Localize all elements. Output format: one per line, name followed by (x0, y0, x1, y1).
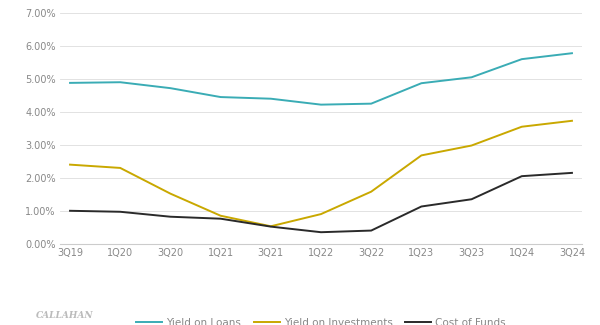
Text: CALLAHAN: CALLAHAN (36, 311, 94, 320)
Legend: Yield on Loans, Yield on Investments, Cost of Funds: Yield on Loans, Yield on Investments, Co… (132, 314, 510, 325)
